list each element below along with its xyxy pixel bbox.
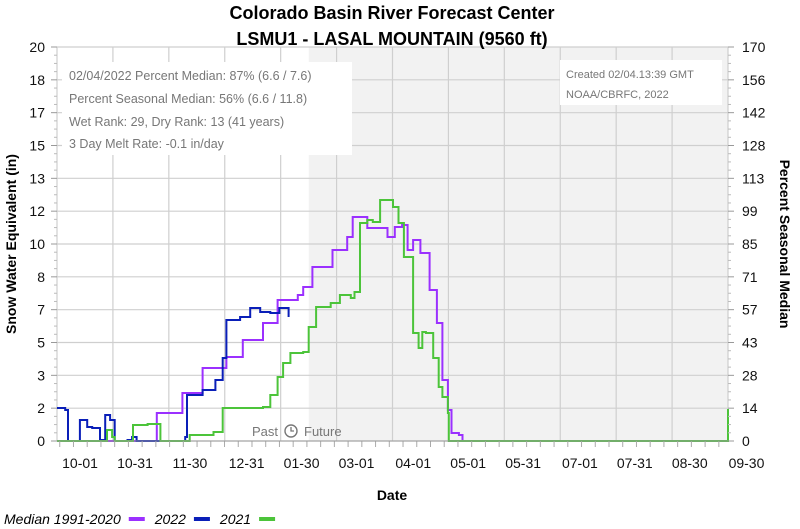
info-box: [62, 62, 352, 155]
y-tick-label: 18: [29, 72, 45, 88]
legend-label: 2021: [219, 511, 251, 527]
legend-swatch: [128, 517, 145, 521]
y-right-tick-label: 14: [742, 400, 758, 416]
x-tick-label: 03-01: [339, 455, 375, 471]
chart-subtitle: LSMU1 - LASAL MOUNTAIN (9560 ft): [236, 29, 547, 49]
y-right-tick-label: 128: [742, 138, 766, 154]
axes: 0 0 2 14 3 28 5 43 7 57 8 71 10 85 12 99 13 113 15 128 17 142…: [29, 39, 765, 471]
y-tick-label: 10: [29, 236, 45, 252]
y-tick-label: 0: [37, 433, 45, 449]
x-tick-label: 07-01: [562, 455, 598, 471]
legend-label: Median 1991-2020: [4, 511, 121, 527]
credit-line-1: Created 02/04.13:39 GMT: [566, 69, 694, 81]
y-tick-label: 15: [29, 138, 45, 154]
y-right-tick-label: 71: [742, 269, 758, 285]
legend-label: 2022: [154, 511, 186, 527]
y-tick-label: 17: [29, 105, 45, 121]
legend: Median 1991-2020 2022 2021: [4, 511, 276, 527]
clock-icon: [284, 424, 298, 438]
credit-box: [560, 60, 722, 105]
y-tick-label: 3: [37, 367, 45, 383]
y-tick-label: 5: [37, 335, 45, 351]
x-tick-label: 10-01: [62, 455, 98, 471]
x-tick-label: 07-31: [617, 455, 653, 471]
y-right-tick-label: 170: [742, 39, 766, 55]
x-tick-label: 05-01: [450, 455, 486, 471]
y-axis-right-label: Percent Seasonal Median: [777, 160, 793, 329]
y-right-tick-label: 85: [742, 236, 758, 252]
y-tick-label: 2: [37, 400, 45, 416]
y-axis-label: Snow Water Equivalent (in): [3, 154, 19, 334]
y-tick-label: 8: [37, 269, 45, 285]
x-tick-label: 10-31: [117, 455, 153, 471]
y-tick-label: 13: [29, 170, 45, 186]
series-line-2021: [57, 199, 729, 442]
series-line-2022: [57, 307, 290, 442]
grid: [56, 46, 729, 442]
y-right-tick-label: 156: [742, 72, 766, 88]
legend-swatch: [259, 517, 276, 521]
info-line-1: 02/04/2022 Percent Median: 87% (6.6 / 7.…: [69, 69, 312, 83]
info-line-2: Percent Seasonal Median: 56% (6.6 / 11.8…: [69, 92, 307, 106]
x-tick-label: 05-31: [505, 455, 541, 471]
y-tick-label: 12: [29, 203, 45, 219]
legend-swatch: [193, 517, 210, 521]
y-right-tick-label: 57: [742, 302, 758, 318]
y-right-tick-label: 113: [742, 170, 765, 186]
chart-title: Colorado Basin River Forecast Center: [229, 3, 554, 23]
credit-line-2: NOAA/CBRFC, 2022: [566, 89, 669, 101]
info-line-4: 3 Day Melt Rate: -0.1 in/day: [69, 137, 225, 151]
x-tick-label: 01-30: [284, 455, 320, 471]
x-axis-label: Date: [377, 487, 408, 503]
x-tick-label: 04-01: [395, 455, 431, 471]
y-right-tick-label: 0: [742, 433, 750, 449]
y-tick-label: 20: [29, 39, 45, 55]
y-right-tick-label: 99: [742, 203, 758, 219]
x-tick-label: 12-31: [229, 455, 265, 471]
y-right-tick-label: 43: [742, 335, 758, 351]
x-tick-label: 09-30: [729, 455, 765, 471]
y-right-tick-label: 142: [742, 105, 766, 121]
future-label: Future: [304, 424, 342, 439]
past-label: Past: [252, 424, 278, 439]
x-tick-label: 08-30: [672, 455, 708, 471]
x-tick-label: 11-30: [173, 455, 208, 471]
series-line-median-1991-2020: [57, 216, 728, 442]
info-line-3: Wet Rank: 29, Dry Rank: 13 (41 years): [69, 115, 284, 129]
y-right-tick-label: 28: [742, 367, 758, 383]
y-tick-label: 7: [37, 302, 45, 318]
